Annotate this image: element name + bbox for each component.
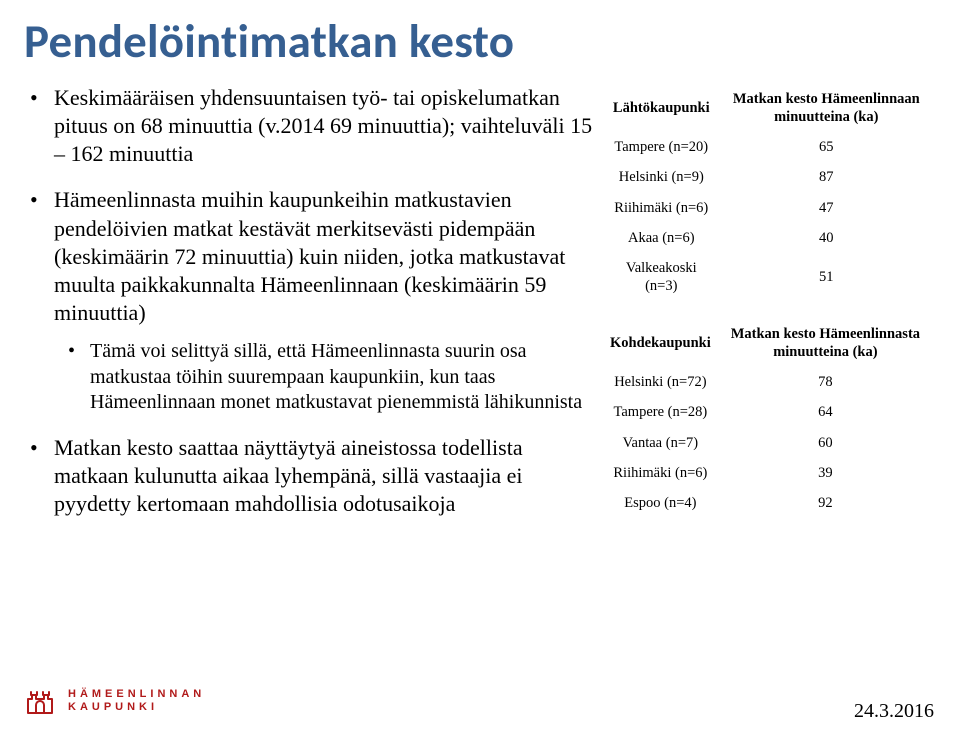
logo-line2: KAUPUNKI bbox=[68, 701, 205, 714]
table-header: Matkan kesto Hämeenlinnasta minuutteina … bbox=[715, 319, 936, 367]
table-from-hameenlinna: Kohdekaupunki Matkan kesto Hämeenlinnast… bbox=[606, 319, 936, 518]
left-column: Keskimääräisen yhdensuuntaisen työ- tai … bbox=[24, 84, 594, 537]
table-cell-value: 40 bbox=[717, 223, 936, 253]
bullet-item: Hämeenlinnasta muihin kaupunkeihin matku… bbox=[48, 186, 594, 416]
table-row: Valkeakoski (n=3) 51 bbox=[606, 253, 936, 301]
table-cell-value: 64 bbox=[715, 397, 936, 427]
table-cell-city: Riihimäki (n=6) bbox=[606, 458, 715, 488]
table-cell-city: Akaa (n=6) bbox=[606, 223, 717, 253]
table-row: Helsinki (n=9) 87 bbox=[606, 162, 936, 192]
table-cell-city: Helsinki (n=9) bbox=[606, 162, 717, 192]
table-header: Matkan kesto Hämeenlinnaan minuutteina (… bbox=[717, 84, 936, 132]
logo-text: HÄMEENLINNAN KAUPUNKI bbox=[68, 688, 205, 713]
table-cell-value: 87 bbox=[717, 162, 936, 192]
slide: Pendelöintimatkan kesto Keskimääräisen y… bbox=[0, 0, 960, 741]
table-row: Tampere (n=20) 65 bbox=[606, 132, 936, 162]
table-row: Vantaa (n=7) 60 bbox=[606, 428, 936, 458]
table-row: Helsinki (n=72) 78 bbox=[606, 367, 936, 397]
table-spacer bbox=[606, 301, 936, 319]
sub-bullet-item: Tämä voi selittyä sillä, että Hämeenlinn… bbox=[86, 339, 594, 416]
table-cell-city: Valkeakoski (n=3) bbox=[606, 253, 717, 301]
table-to-hameenlinna: Lähtökaupunki Matkan kesto Hämeenlinnaan… bbox=[606, 84, 936, 301]
bullet-text: Hämeenlinnasta muihin kaupunkeihin matku… bbox=[54, 187, 565, 325]
table-cell-city: Riihimäki (n=6) bbox=[606, 193, 717, 223]
sub-bullet-list: Tämä voi selittyä sillä, että Hämeenlinn… bbox=[54, 339, 594, 416]
table-cell-value: 78 bbox=[715, 367, 936, 397]
table-cell-value: 39 bbox=[715, 458, 936, 488]
table-cell-value: 60 bbox=[715, 428, 936, 458]
bullet-item: Keskimääräisen yhdensuuntaisen työ- tai … bbox=[48, 84, 594, 168]
right-column: Lähtökaupunki Matkan kesto Hämeenlinnaan… bbox=[606, 84, 936, 518]
table-cell-city: Tampere (n=20) bbox=[606, 132, 717, 162]
table-row: Akaa (n=6) 40 bbox=[606, 223, 936, 253]
table-cell-value: 65 bbox=[717, 132, 936, 162]
bullet-item: Matkan kesto saattaa näyttäytyä aineisto… bbox=[48, 434, 594, 518]
table-cell-city: Espoo (n=4) bbox=[606, 488, 715, 518]
table-cell-city: Helsinki (n=72) bbox=[606, 367, 715, 397]
table-header: Lähtökaupunki bbox=[606, 84, 717, 132]
castle-icon bbox=[22, 683, 58, 719]
logo: HÄMEENLINNAN KAUPUNKI bbox=[22, 683, 205, 719]
table-cell-value: 92 bbox=[715, 488, 936, 518]
columns: Keskimääräisen yhdensuuntaisen työ- tai … bbox=[24, 84, 936, 537]
table-cell-city: Tampere (n=28) bbox=[606, 397, 715, 427]
slide-date: 24.3.2016 bbox=[854, 700, 934, 723]
table-header: Kohdekaupunki bbox=[606, 319, 715, 367]
table-row: Riihimäki (n=6) 39 bbox=[606, 458, 936, 488]
table-header-row: Kohdekaupunki Matkan kesto Hämeenlinnast… bbox=[606, 319, 936, 367]
table-row: Tampere (n=28) 64 bbox=[606, 397, 936, 427]
table-cell-value: 47 bbox=[717, 193, 936, 223]
table-cell-city: Vantaa (n=7) bbox=[606, 428, 715, 458]
table-header-row: Lähtökaupunki Matkan kesto Hämeenlinnaan… bbox=[606, 84, 936, 132]
table-row: Espoo (n=4) 92 bbox=[606, 488, 936, 518]
bullet-list: Keskimääräisen yhdensuuntaisen työ- tai … bbox=[24, 84, 594, 519]
table-cell-value: 51 bbox=[717, 253, 936, 301]
page-title: Pendelöintimatkan kesto bbox=[24, 12, 936, 70]
logo-line1: HÄMEENLINNAN bbox=[68, 688, 205, 701]
table-row: Riihimäki (n=6) 47 bbox=[606, 193, 936, 223]
